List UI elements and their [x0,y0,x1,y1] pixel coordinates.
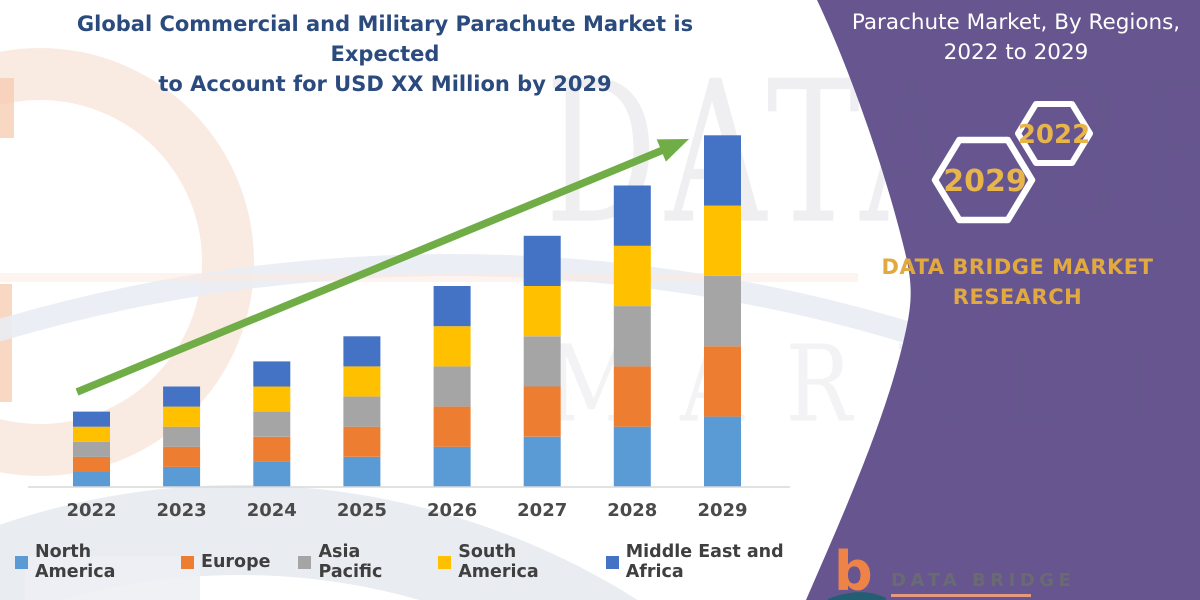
right-panel-heading: Parachute Market, By Regions, 2022 to 20… [848,8,1184,67]
bar-segment-2022 [73,441,110,457]
bar-segment-2025 [343,426,381,457]
trend-arrow-head [656,139,689,162]
right-panel-heading-line1: Parachute Market, By Regions, [851,10,1181,35]
bar-segment-2023 [163,446,201,467]
x-axis-label: 2028 [607,500,657,521]
x-axis-label: 2029 [697,500,747,521]
legend-label: Europe [201,552,271,572]
hexagon-2029-label: 2029 [943,164,1027,199]
decor-stripe [0,273,858,282]
logo-ship-icon [828,592,886,600]
bar-segment-2026 [433,326,471,367]
legend-swatch-icon [438,555,452,569]
bar-segment-2028 [613,245,651,307]
legend-item: Asia Pacific [298,542,410,582]
bar-segment-2022 [73,456,110,472]
footer-logo-title: DATA BRIDGE [891,570,1076,591]
x-axis-label: 2025 [337,500,387,521]
legend-swatch-icon [15,555,28,569]
trend-arrow [75,139,689,396]
bar-segment-2022 [73,426,110,442]
legend-item: Europe [181,552,270,572]
x-axis-labels: 2022 2023 2024 2025 2026 2027 2028 2029 [66,500,747,521]
x-axis-label: 2026 [427,500,477,521]
watermark-swoosh-light [0,254,1200,467]
bar-segment-2029 [704,276,741,347]
legend-item: North America [15,542,153,582]
watermark-corner-wash [25,556,200,600]
bar-segment-2027 [523,286,561,337]
x-axis-label: 2023 [157,500,207,521]
chart-title: Global Commercial and Military Parachute… [40,10,730,99]
bar-segment-2027 [523,336,561,387]
hexagon-2029 [931,136,1036,224]
bar-series-group [73,135,741,487]
x-axis-label: 2024 [247,500,297,521]
bar-segment-2025 [343,336,381,367]
bar-segment-2026 [433,406,471,447]
bar-segment-2022 [73,471,110,487]
data-bridge-logo-icon: b [834,540,873,600]
bar-segment-2029 [704,416,741,487]
x-axis-label: 2027 [517,500,567,521]
legend-swatch-icon [298,555,312,569]
watermark-accent-2 [0,284,12,402]
trend-arrow-line [75,146,665,396]
bar-segment-2027 [523,386,561,437]
bar-segment-2024 [253,361,291,387]
bar-segment-2028 [613,185,651,246]
bar-segment-2027 [523,235,561,286]
bar-segment-2025 [343,366,381,397]
bar-segment-2029 [704,346,741,417]
bar-segment-2025 [343,396,381,427]
footer-logo-underline [891,594,1031,597]
brand-line1: DATA BRIDGE MARKET [881,255,1154,279]
bar-segment-2022 [73,411,110,427]
bar-segment-2029 [704,135,741,206]
bar-segment-2029 [704,205,741,276]
legend-label: South America [458,542,539,582]
bar-segment-2024 [253,461,291,487]
legend-label: Asia Pacific [318,542,383,582]
legend-item: South America [438,542,578,582]
chart-title-line1: Global Commercial and Military Parachute… [76,12,694,66]
watermark-accent-1 [0,78,14,138]
bar-segment-2026 [433,366,471,407]
bar-segment-2027 [523,436,561,487]
bar-segment-2024 [253,411,291,437]
bar-segment-2026 [433,446,471,487]
watermark-ring-peach [0,48,254,476]
legend-swatch-icon [181,555,195,569]
bar-segment-2023 [163,466,201,487]
brand-name: DATA BRIDGE MARKET RESEARCH [845,252,1190,313]
chart-legend: North America Europe Asia Pacific South Ame… [15,542,811,582]
legend-label: North America [35,542,116,582]
watermark-swoosh-gray [0,485,638,600]
legend-item: Middle East and Africa [605,542,811,582]
bar-segment-2025 [343,456,381,487]
chart-title-line2: to Account for USD XX Million by 2029 [158,71,612,96]
bar-segment-2028 [613,366,651,427]
bar-segment-2024 [253,386,291,412]
legend-label: Middle East and Africa [625,542,784,582]
x-axis-label: 2022 [66,500,116,521]
brand-line2: RESEARCH [952,285,1083,310]
bar-segment-2023 [163,386,201,407]
right-panel-heading-line2: 2022 to 2029 [943,39,1089,65]
bar-segment-2028 [613,426,651,487]
bar-segment-2024 [253,436,291,462]
hexagon-2022 [1015,101,1093,166]
bar-segment-2023 [163,426,201,447]
bar-segment-2028 [613,306,651,367]
right-panel-path [806,0,1200,600]
legend-swatch-icon [605,555,619,569]
bar-segment-2023 [163,406,201,427]
hexagon-2022-label: 2022 [1018,120,1090,150]
bar-segment-2026 [433,286,471,327]
